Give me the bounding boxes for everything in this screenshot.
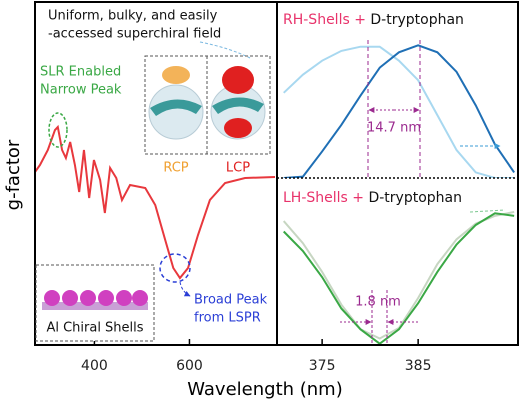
data-line (283, 212, 515, 345)
data-line (35, 124, 275, 280)
x-tick-label: 600 (176, 358, 203, 374)
panel-title: RH-Shells + D-tryptophan (283, 12, 464, 28)
highlight (159, 253, 191, 283)
data-line (283, 44, 515, 178)
substrate (42, 302, 148, 310)
annotation: Uniform, bulky, and easily (48, 9, 218, 24)
arrow (469, 209, 506, 213)
highlight (48, 112, 68, 148)
annotation: -accessed superchiral field (48, 27, 221, 42)
data-line (282, 210, 515, 340)
annotation: from LSPR (194, 311, 261, 326)
annotation: Narrow Peak (40, 83, 122, 98)
title-part: D-tryptophan (370, 12, 464, 28)
field-blob (222, 66, 254, 94)
x-tick-label: 385 (405, 358, 432, 374)
y-axis-title: g-factor (3, 139, 24, 210)
annotation: 1.8 nm (355, 295, 401, 310)
data-line (283, 45, 515, 178)
particles (44, 290, 148, 306)
field-blob (162, 66, 190, 84)
annotation: Broad Peak (194, 293, 268, 308)
sphere (148, 84, 204, 140)
title-part: LH-Shells + (283, 190, 364, 206)
shell (150, 99, 202, 116)
x-tick-label: 400 (81, 358, 108, 374)
title-part: RH-Shells + (283, 12, 366, 28)
shell (212, 97, 264, 114)
x-axis-title: Wavelength (nm) (187, 379, 343, 400)
annotation: RCP (163, 161, 188, 176)
annotation: 14.7 nm (367, 121, 421, 136)
annotation: LCP (226, 161, 250, 176)
annotation: SLR Enabled (40, 65, 121, 80)
pointer (179, 281, 191, 297)
title-part: D-tryptophan (368, 190, 462, 206)
annotation: Al Chiral Shells (46, 321, 143, 336)
x-tick-label: 375 (309, 358, 336, 374)
panel-title: LH-Shells + D-tryptophan (283, 190, 462, 206)
field-blob (224, 118, 252, 138)
